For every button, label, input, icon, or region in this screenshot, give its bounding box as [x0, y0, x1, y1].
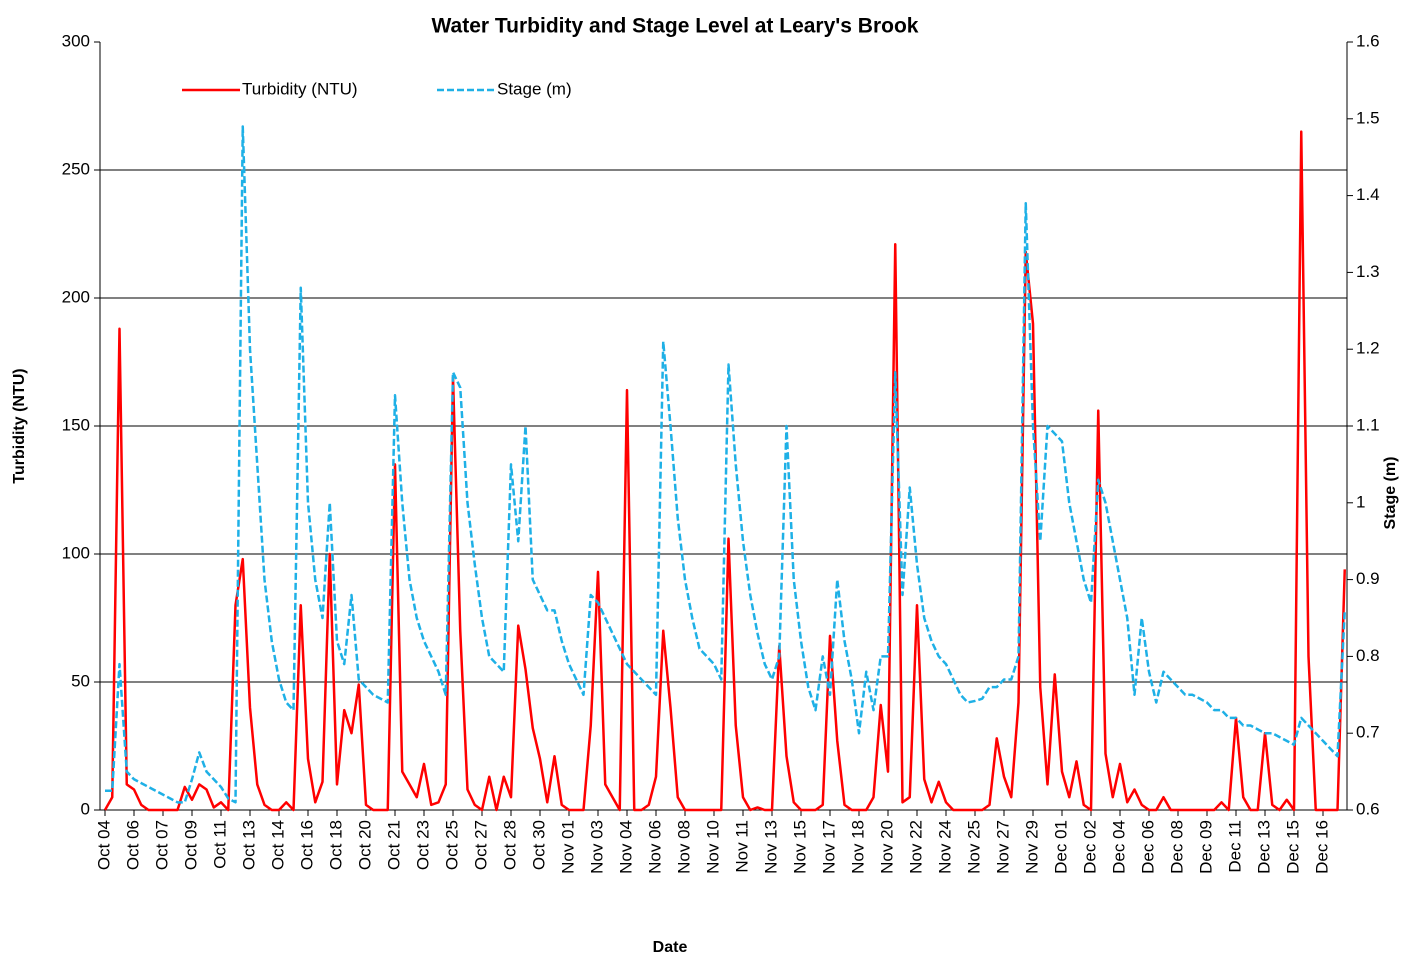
y-axis-title: Turbidity (NTU) [11, 368, 28, 483]
y-tick-label: 50 [71, 671, 90, 690]
y-tick-label: 250 [62, 159, 90, 178]
x-tick-label: Nov 18 [848, 820, 867, 874]
x-tick-label: Nov 04 [616, 820, 635, 874]
y2-tick-label: 1.4 [1356, 185, 1380, 204]
x-tick-label: Dec 06 [1138, 820, 1157, 874]
x-tick-label: Oct 07 [152, 820, 171, 870]
x-tick-label: Oct 04 [94, 820, 113, 870]
x-axis-title: Date [653, 939, 688, 956]
x-tick-label: Dec 02 [1080, 820, 1099, 874]
y2-tick-label: 0.8 [1356, 646, 1380, 665]
x-tick-label: Dec 01 [1051, 820, 1070, 874]
x-tick-label: Nov 22 [906, 820, 925, 874]
x-tick-label: Nov 17 [819, 820, 838, 874]
x-tick-label: Dec 11 [1225, 820, 1244, 873]
x-tick-label: Nov 27 [993, 820, 1012, 874]
y2-tick-label: 0.6 [1356, 799, 1380, 818]
x-tick-label: Nov 24 [935, 820, 954, 874]
x-tick-label: Oct 06 [123, 820, 142, 870]
x-tick-label: Oct 23 [413, 820, 432, 870]
y-tick-label: 300 [62, 31, 90, 50]
y2-tick-label: 1.2 [1356, 339, 1380, 358]
x-tick-label: Oct 13 [239, 820, 258, 870]
series-line [103, 130, 1346, 812]
y-tick-label: 200 [62, 287, 90, 306]
x-tick-label: Dec 09 [1196, 820, 1215, 874]
x-tick-label: Oct 25 [442, 820, 461, 870]
x-tick-label: Oct 21 [384, 820, 403, 870]
y-tick-label: 100 [62, 543, 90, 562]
legend-label: Turbidity (NTU) [242, 79, 358, 98]
x-tick-label: Nov 15 [790, 820, 809, 874]
y2-tick-label: 1.3 [1356, 262, 1380, 281]
x-tick-label: Nov 06 [645, 820, 664, 874]
x-tick-label: Oct 16 [297, 820, 316, 870]
x-tick-label: Dec 16 [1312, 820, 1331, 874]
x-tick-label: Oct 28 [500, 820, 519, 870]
y-tick-label: 0 [81, 799, 90, 818]
legend-label: Stage (m) [497, 79, 572, 98]
x-tick-label: Oct 27 [471, 820, 490, 870]
x-tick-label: Oct 14 [268, 820, 287, 870]
x-tick-label: Nov 11 [732, 820, 751, 873]
x-tick-label: Nov 13 [761, 820, 780, 874]
x-tick-label: Dec 08 [1167, 820, 1186, 874]
x-tick-label: Dec 15 [1283, 820, 1302, 874]
x-tick-label: Dec 13 [1254, 820, 1273, 874]
x-tick-label: Oct 11 [210, 820, 229, 869]
x-tick-label: Dec 04 [1109, 820, 1128, 874]
y2-tick-label: 1.5 [1356, 108, 1380, 127]
x-tick-label: Nov 01 [558, 820, 577, 874]
x-tick-label: Nov 03 [587, 820, 606, 874]
x-tick-label: Oct 30 [529, 820, 548, 870]
y2-tick-label: 1.6 [1356, 31, 1380, 50]
x-tick-label: Nov 20 [877, 820, 896, 874]
series-line [105, 125, 1346, 804]
x-tick-label: Oct 18 [326, 820, 345, 870]
x-tick-label: Nov 08 [674, 820, 693, 874]
chart-title: Water Turbidity and Stage Level at Leary… [432, 15, 919, 38]
y2-tick-label: 1.1 [1356, 415, 1380, 434]
x-tick-label: Nov 10 [703, 820, 722, 874]
x-tick-label: Nov 25 [964, 820, 983, 874]
y-tick-label: 150 [62, 415, 90, 434]
y2-tick-label: 0.7 [1356, 723, 1380, 742]
y2-axis-title: Stage (m) [1382, 457, 1399, 530]
x-tick-label: Oct 20 [355, 820, 374, 870]
x-tick-label: Nov 29 [1022, 820, 1041, 874]
y2-tick-label: 0.9 [1356, 569, 1380, 588]
x-tick-label: Oct 09 [181, 820, 200, 870]
y2-tick-label: 1 [1356, 492, 1365, 511]
